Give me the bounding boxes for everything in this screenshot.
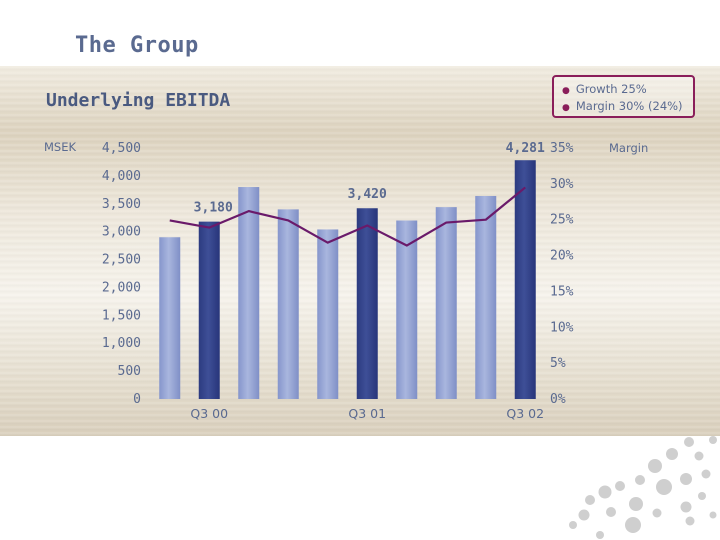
bar-highlight	[356, 208, 378, 399]
bar	[159, 237, 181, 399]
bar	[238, 187, 260, 399]
bar	[435, 207, 457, 399]
y-tick-label-left: 1,500	[102, 308, 141, 323]
bar-highlight	[198, 221, 220, 399]
legend-item-margin: ● Margin 30% (24%)	[562, 99, 683, 113]
bar	[475, 195, 497, 399]
page-title: The Group	[75, 33, 199, 58]
y-tick-label-right: 10%	[550, 320, 574, 335]
y-tick-label-right: 30%	[550, 177, 574, 192]
y-axis-label: MSEK	[44, 140, 76, 154]
bullet-icon: ●	[562, 103, 570, 113]
bar	[396, 220, 418, 399]
y-tick-label-right: 35%	[550, 141, 574, 156]
margin-line	[169, 186, 526, 247]
data-label: 4,281	[506, 141, 545, 156]
chart-title: Underlying EBITDA	[46, 90, 231, 111]
y-tick-label-left: 2,000	[102, 280, 141, 295]
x-tick-label: Q3 00	[190, 406, 228, 421]
y-tick-label-right: 0%	[550, 392, 566, 407]
x-tick-label: Q3 02	[506, 406, 544, 421]
y-tick-label-left: 1,000	[102, 336, 141, 351]
bar	[277, 209, 299, 399]
y-tick-label-left: 500	[118, 364, 141, 379]
y-tick-label-right: 25%	[550, 213, 574, 228]
y-tick-label-left: 3,500	[102, 197, 141, 212]
data-label: 3,420	[348, 187, 387, 202]
legend-item-growth: ● Growth 25%	[562, 82, 647, 96]
legend-item-label: Margin 30% (24%)	[575, 99, 683, 113]
y-tick-label-left: 4,000	[102, 169, 141, 184]
bullet-icon: ●	[562, 86, 570, 96]
y-tick-label-left: 3,000	[102, 225, 141, 240]
bar	[317, 229, 339, 399]
y-tick-label-right: 20%	[550, 249, 574, 264]
y-tick-label-right: 15%	[550, 284, 574, 299]
legend-item-label: Growth 25%	[575, 82, 647, 96]
bar-highlight	[514, 160, 536, 399]
y-tick-label-left: 2,500	[102, 253, 141, 268]
data-label: 3,180	[194, 201, 233, 216]
y-tick-label-right: 5%	[550, 356, 566, 371]
legend: ● Growth 25% ● Margin 30% (24%)	[552, 75, 695, 118]
y-tick-label-left: 0	[133, 392, 141, 407]
margin-axis-label: Margin	[609, 141, 648, 155]
x-tick-label: Q3 01	[348, 406, 386, 421]
y-tick-label-left: 4,500	[102, 141, 141, 156]
